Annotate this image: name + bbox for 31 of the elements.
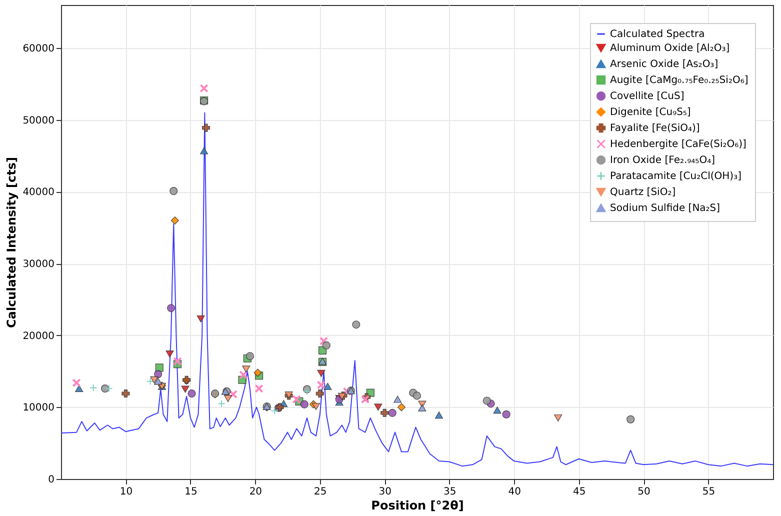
x-tick-label: 40 <box>508 486 521 498</box>
y-tick-label: 10000 <box>22 402 54 414</box>
x-tick-label: 30 <box>378 486 392 498</box>
x-tick-label: 10 <box>120 486 133 498</box>
legend-label: Digenite [Cu₉S₅] <box>610 107 691 118</box>
y-tick-label: 20000 <box>22 330 54 342</box>
legend-label: Iron Oxide [Fe₂.₉₄₅O₄] <box>610 155 716 166</box>
x-tick-label: 20 <box>249 486 262 498</box>
legend-label: Sodium Sulfide [Na₂S] <box>610 203 720 214</box>
x-tick-label: 50 <box>638 486 650 498</box>
legend-label: Fayalite [Fe(SiO₄)] <box>610 123 700 134</box>
x-tick-label: 35 <box>443 486 456 498</box>
y-tick-label: 50000 <box>22 115 54 126</box>
legend-label: Aluminum Oxide [Al₂O₃] <box>610 43 730 54</box>
x-tick-label: 55 <box>702 486 716 498</box>
legend-label: Quartz [SiO₂] <box>610 187 676 198</box>
x-tick-label: 45 <box>572 486 586 498</box>
y-tick-label: 0 <box>48 474 54 486</box>
legend-label: Augite [CaMg₀.₇₅Fe₀.₂₅Si₂O₆] <box>610 75 748 86</box>
x-axis-title: Position [°2θ] <box>371 498 464 512</box>
legend-label: Paratacamite [Cu₂Cl(OH)₃] <box>610 171 742 182</box>
y-tick-label: 40000 <box>22 187 54 198</box>
legend-label: Covellite [CuS] <box>610 91 684 102</box>
y-tick-label: 60000 <box>22 44 54 55</box>
legend-label: Arsenic Oxide [As₂O₃] <box>610 59 718 70</box>
legend-label: Hedenbergite [CaFe(Si₂O₆)] <box>610 139 747 150</box>
legend-label: Calculated Spectra <box>610 29 705 40</box>
x-tick-label: 25 <box>314 486 327 498</box>
y-axis-title: Calculated Intensity [cts] <box>4 157 19 328</box>
y-tick-label: 30000 <box>22 259 54 270</box>
x-tick-label: 15 <box>184 486 198 498</box>
